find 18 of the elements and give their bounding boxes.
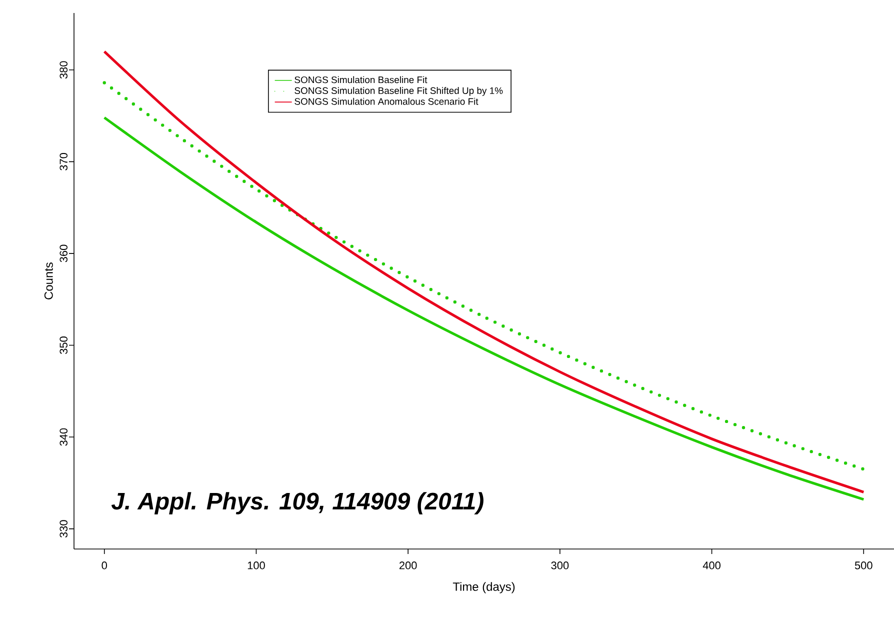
- x-tick-label: 300: [551, 562, 569, 570]
- y-tick-label: 370: [60, 152, 68, 170]
- legend-label: SONGS Simulation Baseline Fit: [294, 76, 428, 84]
- y-tick-label: 380: [60, 61, 68, 79]
- x-tick-label: 400: [702, 562, 720, 570]
- x-tick-label: 200: [399, 562, 417, 570]
- x-tick-label: 500: [854, 562, 872, 570]
- x-axis-title: Time (days): [452, 582, 515, 594]
- x-tick-label: 100: [248, 562, 265, 570]
- x-tick-label: 0: [102, 562, 107, 570]
- y-tick-label: 360: [60, 244, 68, 262]
- legend-label: SONGS Simulation Anomalous Scenario Fit: [294, 98, 478, 105]
- annotation: J. Appl. Phys. 109, 114909 (2011): [111, 492, 484, 514]
- y-tick-label: 330: [60, 520, 68, 538]
- y-tick-label: 340: [60, 428, 68, 446]
- legend-label: SONGS Simulation Baseline Fit Shifted Up by 1%: [294, 87, 503, 96]
- y-tick-label: 350: [60, 336, 68, 354]
- y-axis-title: Counts: [44, 262, 53, 300]
